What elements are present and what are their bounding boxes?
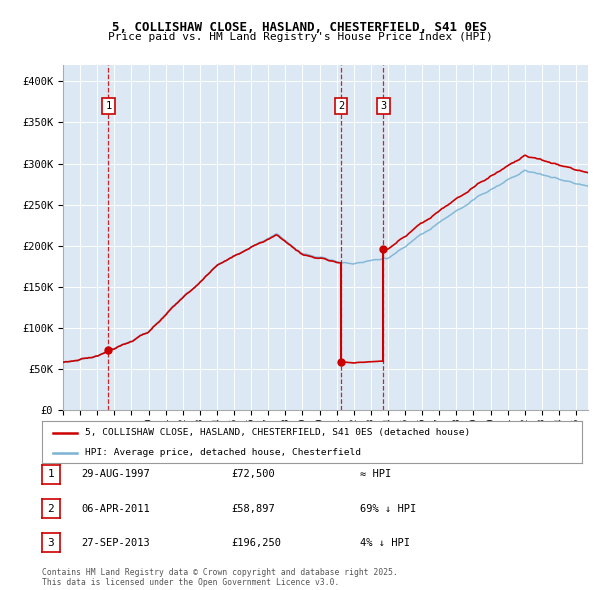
Text: Contains HM Land Registry data © Crown copyright and database right 2025.
This d: Contains HM Land Registry data © Crown c… — [42, 568, 398, 587]
Text: 1: 1 — [106, 101, 112, 112]
Text: £58,897: £58,897 — [231, 504, 275, 513]
Text: £196,250: £196,250 — [231, 538, 281, 548]
Text: 3: 3 — [47, 538, 55, 548]
Text: 2: 2 — [47, 504, 55, 513]
Text: 4% ↓ HPI: 4% ↓ HPI — [360, 538, 410, 548]
Text: HPI: Average price, detached house, Chesterfield: HPI: Average price, detached house, Ches… — [85, 448, 361, 457]
Text: 1: 1 — [47, 470, 55, 479]
Text: 27-SEP-2013: 27-SEP-2013 — [81, 538, 150, 548]
Text: 3: 3 — [380, 101, 386, 112]
Text: 2: 2 — [338, 101, 344, 112]
Text: 29-AUG-1997: 29-AUG-1997 — [81, 470, 150, 479]
Text: ≈ HPI: ≈ HPI — [360, 470, 391, 479]
Text: £72,500: £72,500 — [231, 470, 275, 479]
Text: Price paid vs. HM Land Registry's House Price Index (HPI): Price paid vs. HM Land Registry's House … — [107, 32, 493, 42]
Text: 5, COLLISHAW CLOSE, HASLAND, CHESTERFIELD, S41 0ES (detached house): 5, COLLISHAW CLOSE, HASLAND, CHESTERFIEL… — [85, 428, 470, 437]
Text: 06-APR-2011: 06-APR-2011 — [81, 504, 150, 513]
Text: 5, COLLISHAW CLOSE, HASLAND, CHESTERFIELD, S41 0ES: 5, COLLISHAW CLOSE, HASLAND, CHESTERFIEL… — [113, 21, 487, 34]
Text: 69% ↓ HPI: 69% ↓ HPI — [360, 504, 416, 513]
